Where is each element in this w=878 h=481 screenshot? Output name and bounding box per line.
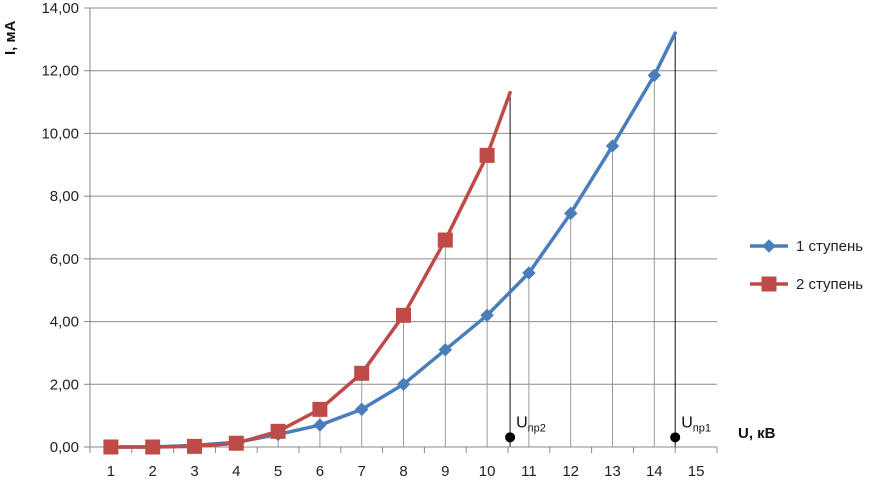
annotations: Uпр2 Uпр1 [505, 414, 711, 443]
grid-layer [90, 7, 717, 385]
x-tick-label: 8 [399, 463, 407, 480]
y-tick-label: 10,00 [41, 125, 79, 142]
x-tick-label: 7 [358, 463, 366, 480]
legend-item-2: 2 ступень [750, 276, 863, 293]
data-point [354, 365, 370, 381]
legend-swatch-marker [762, 239, 776, 253]
legend-swatch-marker [761, 276, 777, 292]
breakdown-point [505, 432, 516, 443]
x-tick-label: 13 [604, 463, 621, 480]
x-axis-label: U, кВ [738, 425, 776, 442]
data-point [228, 435, 244, 451]
breakdown-label: Uпр1 [681, 414, 711, 434]
data-point [145, 439, 161, 455]
y-tick-label: 12,00 [41, 63, 79, 80]
series-line [109, 90, 512, 449]
legend-label: 2 ступень [796, 276, 863, 293]
data-point [438, 343, 453, 357]
x-tick-label: 12 [562, 463, 579, 480]
y-tick-label: 14,00 [41, 0, 79, 17]
y-axis-label: I, мА [2, 20, 19, 55]
legend: 1 ступень 2 ступень [750, 238, 863, 293]
data-point [187, 438, 202, 454]
y-tick-label: 2,00 [50, 376, 79, 393]
data-point [437, 232, 453, 248]
x-tick-label: 10 [479, 463, 496, 480]
x-tick-label: 4 [232, 463, 240, 480]
data-point [354, 402, 369, 417]
x-tick-label: 15 [688, 463, 705, 480]
data-point [313, 418, 327, 432]
data-point [270, 423, 286, 439]
data-point [522, 266, 536, 280]
series-line [109, 31, 677, 449]
y-tick-label: 8,00 [50, 188, 79, 205]
data-point [396, 377, 411, 391]
series-1 [104, 31, 677, 454]
x-tick-label: 9 [441, 463, 449, 480]
x-tick-label: 2 [149, 463, 157, 480]
data-point [479, 147, 495, 163]
data-point [312, 401, 328, 417]
data-point [605, 139, 620, 153]
x-tick-label: 6 [316, 463, 324, 480]
x-tick-label: 1 [107, 463, 115, 480]
series-2 [103, 90, 512, 455]
data-point [563, 206, 578, 221]
x-tick-label: 5 [274, 463, 282, 480]
data-point [480, 308, 494, 323]
x-tick-label: 3 [190, 463, 198, 480]
x-tick-label: 14 [646, 463, 663, 480]
series-layer [103, 31, 677, 455]
legend-item-1: 1 ступень [750, 238, 863, 255]
x-tick-label: 11 [521, 463, 537, 480]
breakdown-point [670, 432, 681, 443]
legend-label: 1 ступень [796, 238, 863, 255]
breakdown-label: Uпр2 [516, 414, 546, 434]
data-point [647, 68, 662, 83]
y-tick-label: 6,00 [50, 251, 79, 268]
drop-lines [277, 33, 676, 447]
y-tick-label: 0,00 [50, 439, 79, 456]
data-point [103, 439, 119, 455]
y-tick-label: 4,00 [50, 314, 79, 331]
data-point [396, 307, 411, 323]
